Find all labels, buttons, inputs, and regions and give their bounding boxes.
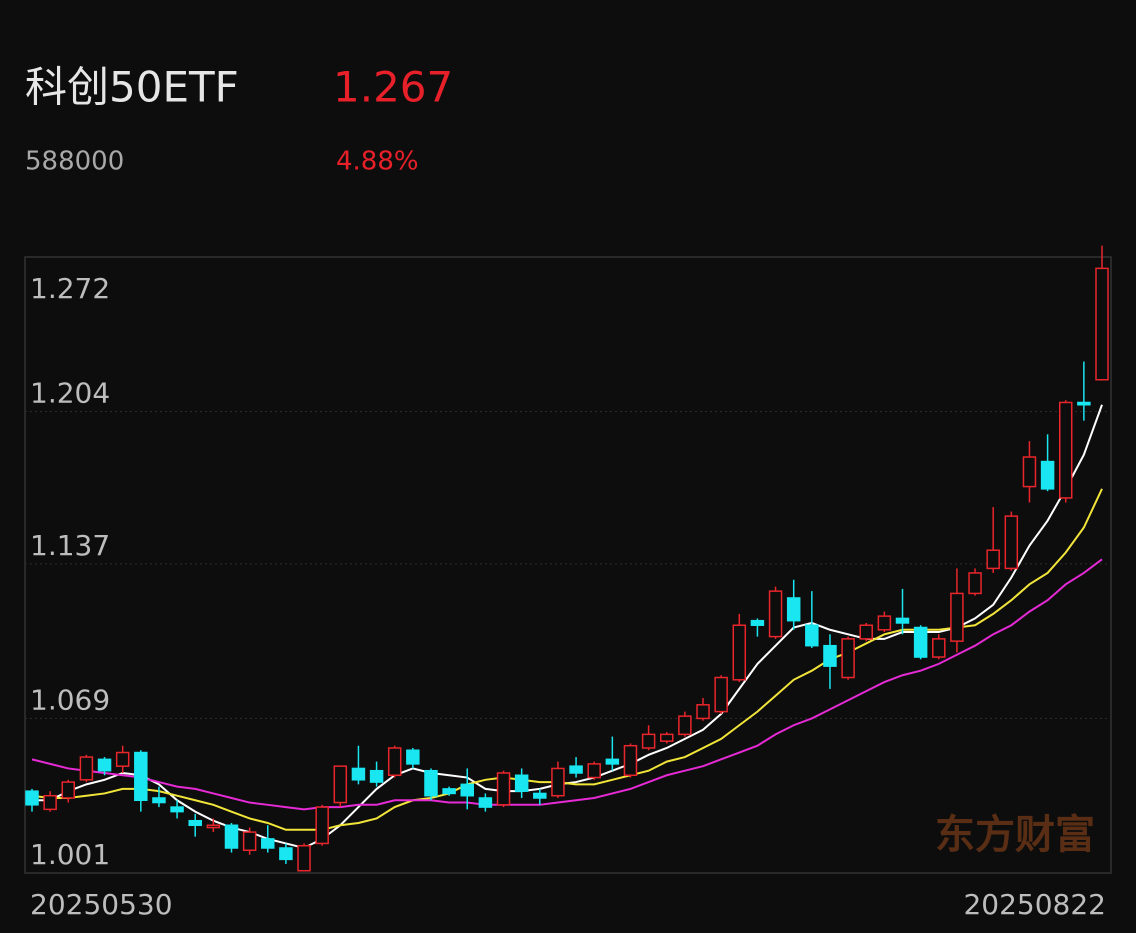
candle-body <box>224 824 239 849</box>
candle-body <box>188 819 202 827</box>
candle-body <box>43 794 57 811</box>
candle-body <box>605 758 620 765</box>
candle-body <box>333 765 348 804</box>
title: 科创50ETF <box>25 63 239 112</box>
candle-body <box>170 806 184 813</box>
candle-body <box>315 806 329 845</box>
code: 588000 <box>25 147 124 177</box>
candle-body <box>242 831 257 852</box>
candle-body <box>134 751 148 802</box>
candle-body <box>1095 267 1109 381</box>
y-tick-label: 1.001 <box>30 838 110 871</box>
candle-body <box>768 590 783 638</box>
candle-body <box>533 792 547 799</box>
candle-body <box>478 797 493 808</box>
candle-body <box>986 549 1000 570</box>
candle-body <box>115 751 130 767</box>
candle-body <box>932 638 946 658</box>
candle-body <box>786 597 801 622</box>
candle-body <box>442 788 456 795</box>
y-tick-label: 1.069 <box>30 683 110 716</box>
candle-body <box>859 624 873 640</box>
candle-body <box>950 592 964 642</box>
watermark: 东方财富 <box>935 811 1095 858</box>
candle-body <box>1077 401 1091 406</box>
ma-line <box>31 558 1103 811</box>
candle-body <box>97 758 112 772</box>
candle-body <box>823 644 837 667</box>
candle-body <box>623 744 638 777</box>
candle-body <box>1004 515 1019 570</box>
y-tick-label: 1.137 <box>30 529 110 562</box>
candle-body <box>895 617 910 624</box>
candle-body <box>79 756 94 781</box>
candle-body <box>1040 460 1055 490</box>
candle-body <box>678 715 692 736</box>
candle-body <box>261 838 275 849</box>
candle-body <box>369 769 384 783</box>
candle-body <box>714 676 728 713</box>
candle-body <box>968 572 982 595</box>
candle-body <box>696 704 710 720</box>
candle-body <box>750 619 765 626</box>
candle-body <box>152 797 166 804</box>
candle-body <box>25 790 39 806</box>
candle-body <box>805 624 819 647</box>
price: 1.267 <box>333 63 453 112</box>
candle-body <box>641 733 656 749</box>
candle-body <box>297 844 311 872</box>
candle-body <box>913 626 928 658</box>
candle-body <box>206 824 221 829</box>
candle-body <box>732 624 747 681</box>
candle-body <box>496 772 511 806</box>
candle-body <box>406 749 420 765</box>
candle-body <box>1058 401 1073 499</box>
candle-body <box>877 615 892 631</box>
candle-body <box>460 783 475 797</box>
candle-body <box>1022 456 1037 488</box>
candle-body <box>659 733 674 742</box>
candle-body <box>587 763 601 779</box>
candle-body <box>841 638 855 679</box>
y-tick-label: 1.272 <box>30 272 110 305</box>
candle-body <box>351 767 366 781</box>
plot-frame <box>24 256 1112 874</box>
candle-body <box>569 765 583 774</box>
x-tick-label: 20250530 <box>30 888 173 921</box>
candle-body <box>61 781 76 799</box>
change: 4.88% <box>336 147 419 177</box>
candle-body <box>514 774 529 792</box>
candle-body <box>387 747 402 777</box>
x-tick-label: 20250822 <box>963 888 1106 921</box>
candle-body <box>279 847 293 861</box>
candle-body <box>424 769 438 797</box>
y-tick-label: 1.204 <box>30 377 110 410</box>
candle-body <box>551 767 565 797</box>
